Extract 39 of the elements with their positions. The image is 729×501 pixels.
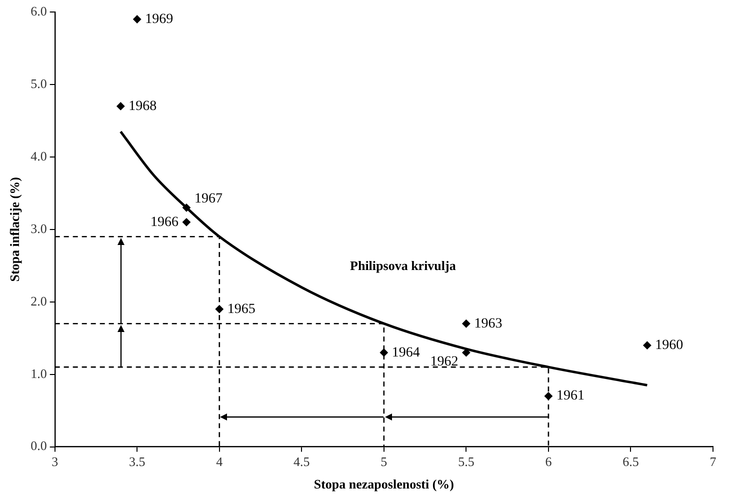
- x-axis-title: Stopa nezaposlenosti (%): [314, 476, 454, 492]
- x-tick-label: 6: [545, 454, 552, 470]
- x-tick-label: 4.5: [294, 454, 310, 470]
- x-tick-label: 3: [52, 454, 58, 470]
- annotation: 1960: [655, 338, 684, 354]
- point: [116, 102, 125, 110]
- x-tick-label: 3.5: [128, 454, 146, 470]
- annotation: 1962: [430, 354, 458, 370]
- text: Philipsova krivulja: [350, 258, 456, 273]
- y-tick-label: 2.0: [30, 293, 47, 308]
- point: [462, 348, 470, 357]
- point: [182, 204, 190, 212]
- annotation: 1963: [474, 316, 502, 332]
- y-tick-label: 1.0: [30, 366, 47, 381]
- y-tick-label: 3.0: [30, 220, 47, 236]
- x-tick-label: 5: [380, 454, 388, 470]
- y-tick-label: 0.0: [30, 438, 47, 454]
- annotation: 1966: [150, 214, 178, 230]
- x-tick-label: 7: [710, 454, 717, 470]
- annotation: 1968: [128, 98, 157, 114]
- y-tick-label: 4.0: [30, 148, 47, 164]
- x-tick-label: 6.5: [622, 454, 639, 470]
- y-tick-label: 5.0: [30, 76, 47, 91]
- annotation: 1965: [227, 302, 256, 317]
- annotation: 1961: [556, 388, 584, 404]
- point: [380, 348, 388, 357]
- y-axis-title: Stopa inflacije (%): [7, 177, 22, 282]
- annotation: 1964: [392, 345, 420, 360]
- point: [133, 15, 142, 24]
- x-tick-label: 4: [216, 454, 224, 470]
- point: [182, 218, 190, 226]
- point: [215, 305, 224, 314]
- x-tick-label: 5.5: [458, 454, 474, 470]
- annotation: 1967: [194, 191, 222, 206]
- point: [643, 341, 652, 350]
- point: [544, 392, 552, 400]
- annotation: 1969: [145, 12, 174, 27]
- y-tick-label: 6.0: [30, 3, 47, 18]
- point: [462, 320, 470, 328]
